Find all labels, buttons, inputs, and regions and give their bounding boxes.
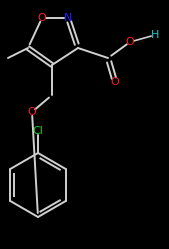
Text: Cl: Cl — [33, 126, 43, 136]
Text: O: O — [126, 37, 134, 47]
Text: O: O — [111, 77, 119, 87]
Text: H: H — [151, 30, 159, 40]
Text: N: N — [64, 13, 72, 23]
Text: O: O — [28, 107, 36, 117]
Text: O: O — [38, 13, 46, 23]
